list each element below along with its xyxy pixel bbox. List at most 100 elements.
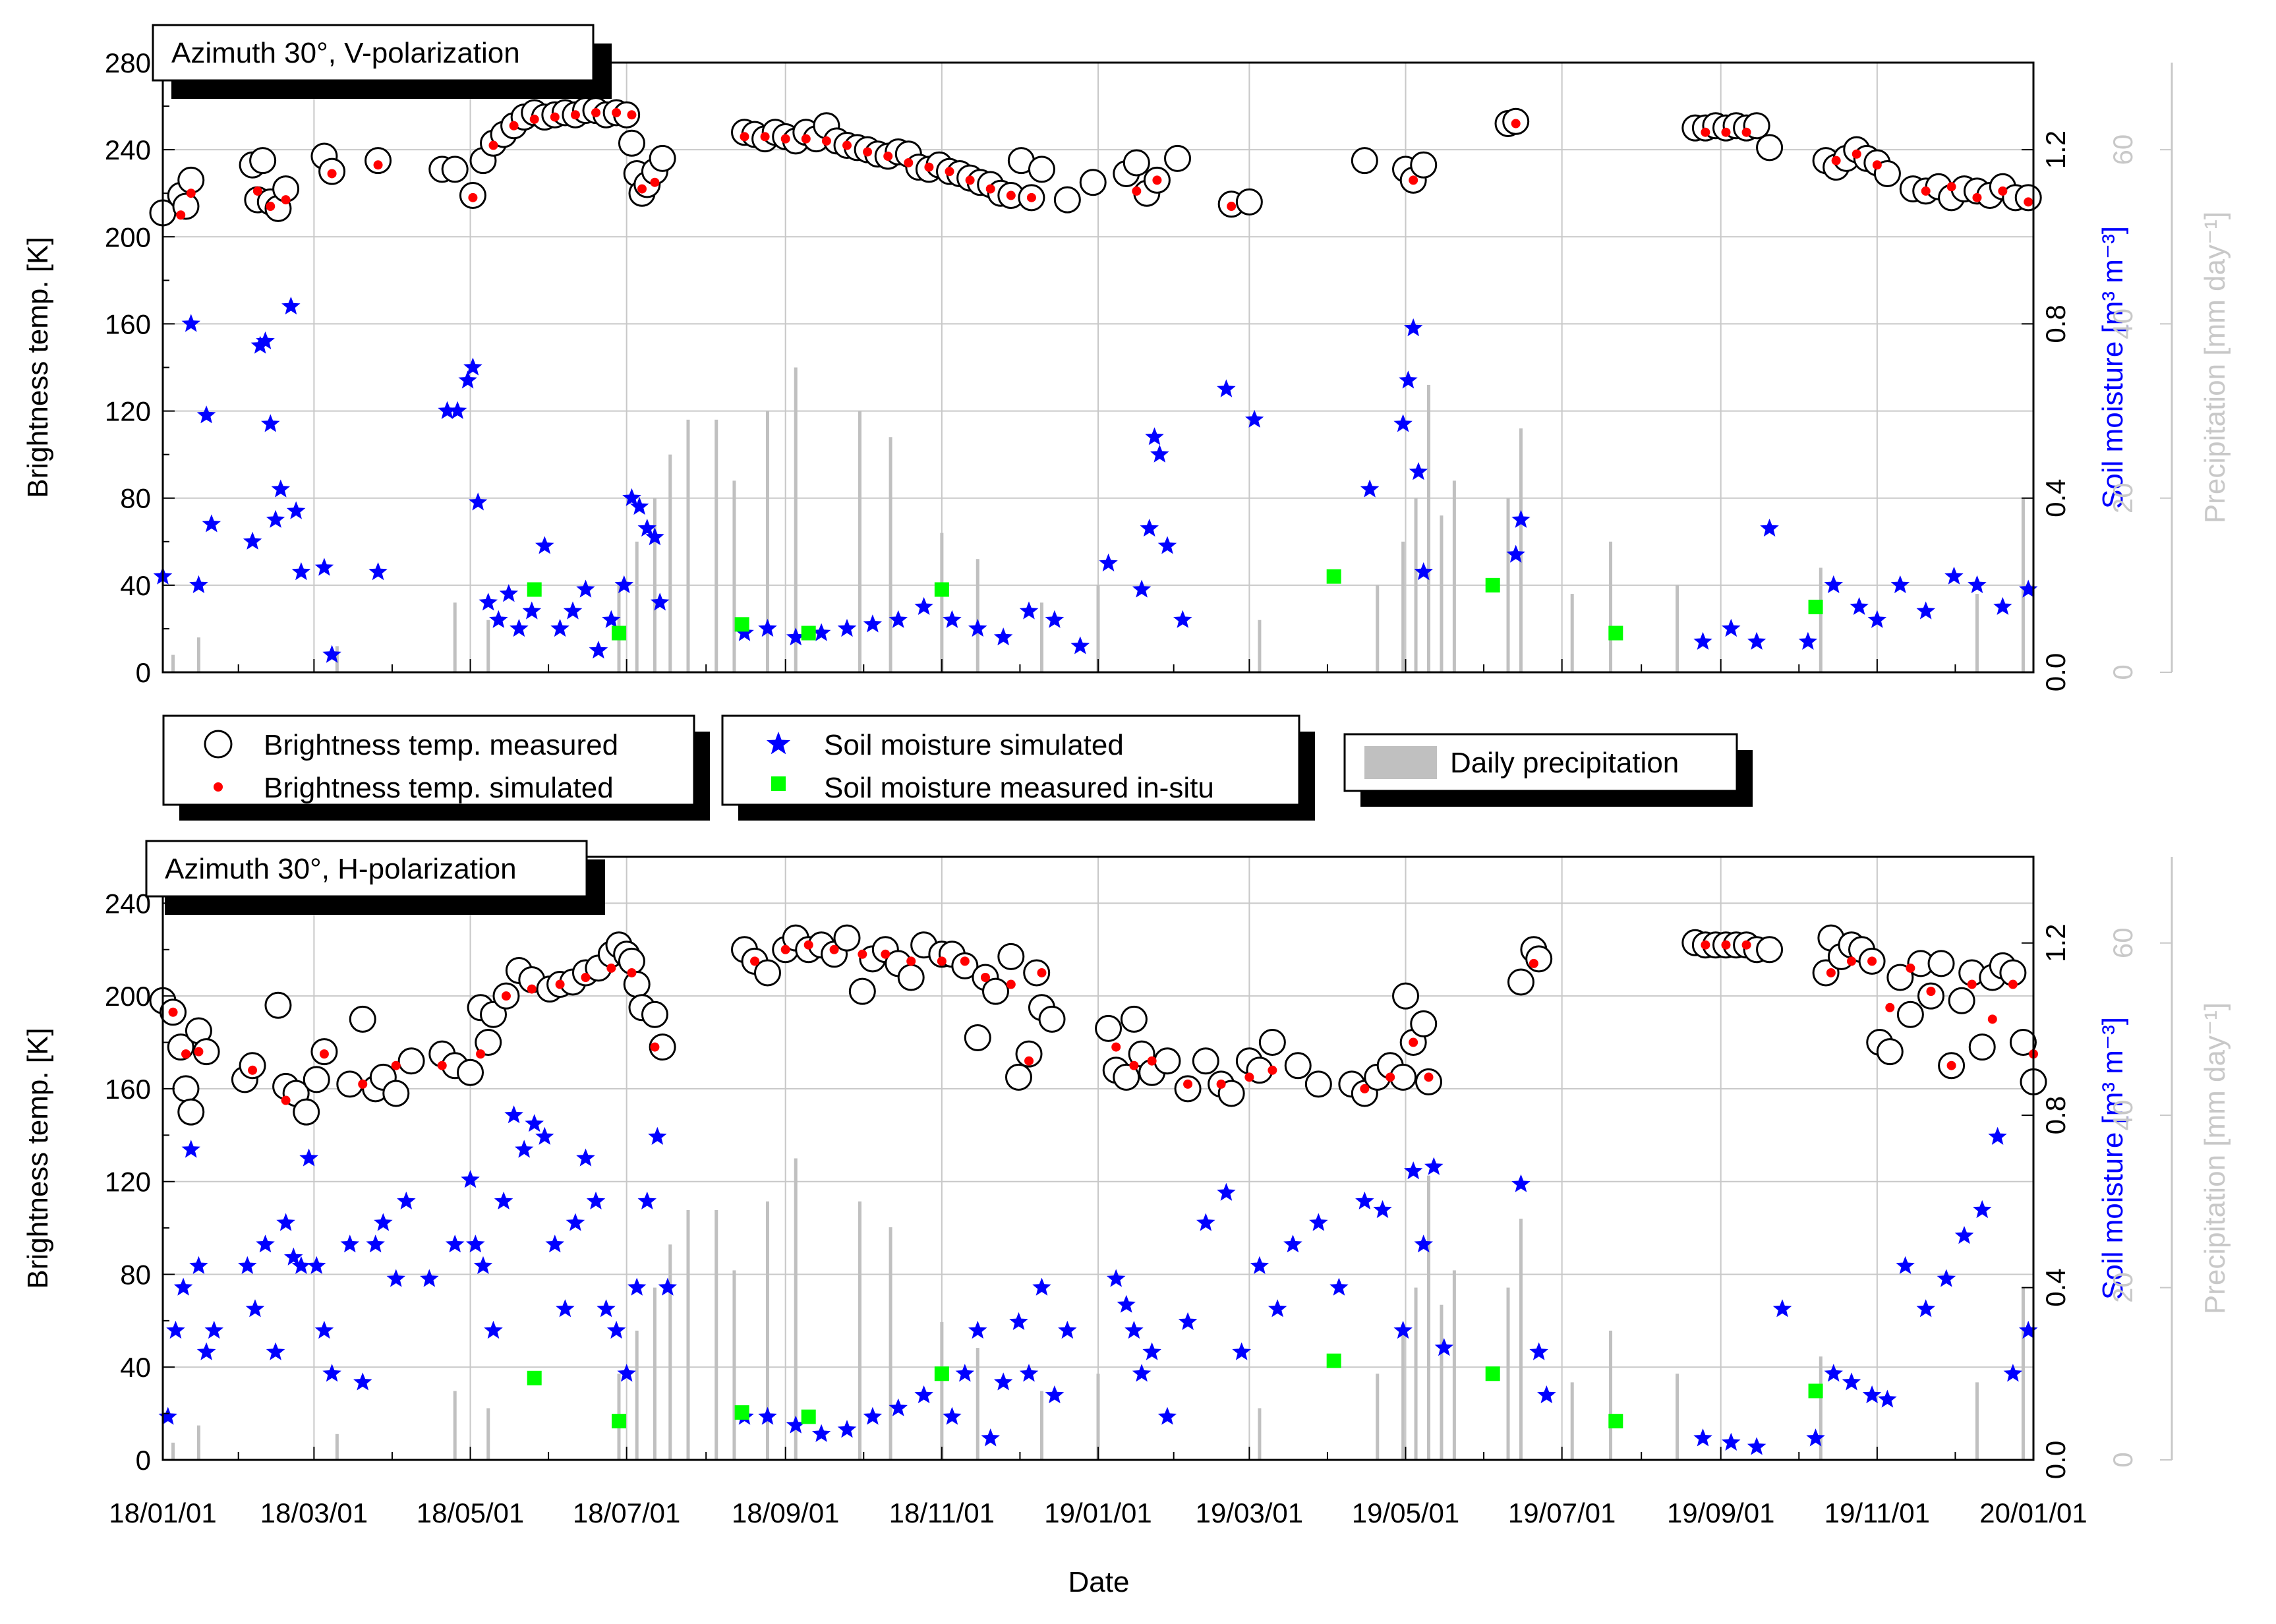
precip-bar — [1414, 498, 1418, 672]
legend-marker-sm-simulated — [766, 732, 791, 755]
bt-simulated-point — [1037, 968, 1047, 977]
precip-bar — [1506, 498, 1510, 672]
sm-simulated-point — [420, 1269, 439, 1287]
sm-simulated-point — [1867, 610, 1887, 628]
bt-simulated-point — [555, 979, 565, 989]
bt-simulated-point — [1409, 1037, 1418, 1047]
y-tick-label: 160 — [105, 308, 151, 339]
precip-bar — [1819, 1356, 1823, 1460]
y-axis-left: 0 40 80 120 160 200 240 Brightness temp. [K] — [22, 888, 175, 1476]
sm-simulated-point — [1355, 1191, 1374, 1209]
bt-measured-point — [1005, 1063, 1032, 1091]
precip-bar — [1258, 620, 1262, 672]
sm-simulated-point — [261, 414, 280, 432]
bt-measured-point — [1756, 134, 1784, 161]
y3-tick-label: 20 — [2107, 1272, 2138, 1303]
precip-bar — [715, 419, 718, 672]
sm-simulated-point — [563, 601, 583, 620]
sm-simulated-point — [1968, 575, 1987, 593]
bt-measured-point — [1304, 1070, 1332, 1098]
bt-simulated-point — [2024, 197, 2033, 207]
y-axis-soil-moisture: 0.0 0.4 0.8 1.2 Soil moisture [m³ m⁻³] — [2022, 130, 2129, 691]
precip-bar — [1609, 1330, 1613, 1460]
sm-simulated-point — [466, 1234, 485, 1253]
bt-measured-point — [1153, 1047, 1181, 1075]
sm-simulated-point — [504, 1105, 523, 1124]
sm-simulated-point — [1916, 601, 1935, 620]
sm-simulated-point — [645, 527, 664, 546]
sm-simulated-point — [1798, 631, 1818, 650]
sm-simulated-point — [461, 1170, 480, 1188]
sm-simulated-point — [1824, 1364, 1843, 1382]
bt-simulated-point — [937, 956, 947, 966]
bt-simulated-point — [760, 132, 770, 142]
sm-simulated-point — [811, 623, 831, 641]
bt-measured-point — [1015, 1040, 1043, 1068]
y2-tick-label: 0.8 — [2040, 1096, 2071, 1134]
bt-simulated-point — [612, 107, 622, 117]
y-axis-title-left: Brightness temp. [K] — [22, 237, 54, 498]
sm-simulated-point — [1360, 479, 1380, 498]
bt-simulated-point — [740, 132, 749, 142]
precip-bar — [1440, 515, 1444, 672]
precip-bar — [732, 480, 736, 672]
precip-bar — [1519, 428, 1523, 672]
sm-simulated-point — [250, 335, 270, 354]
precip-bar — [765, 411, 769, 672]
precip-bar — [1609, 541, 1613, 672]
bt-measured-point — [951, 952, 979, 979]
bt-simulated-point — [637, 184, 647, 194]
legend-label-sm-insitu: Soil moisture measured in-situ — [824, 772, 1214, 804]
sm-simulated-point — [1117, 1294, 1136, 1313]
x-tick-label: 19/09/01 — [1667, 1497, 1775, 1528]
bt-simulated-point — [1906, 963, 1915, 973]
sm-simulated-point — [291, 562, 311, 581]
sm-simulated-point — [576, 1148, 595, 1167]
sm-simulated-point — [494, 1191, 513, 1209]
bt-simulated-point — [1183, 1079, 1193, 1089]
sm-simulated-point — [499, 584, 519, 602]
bt-measured-point — [1410, 1010, 1438, 1037]
sm-simulated-point — [243, 531, 262, 550]
y-tick-label: 120 — [105, 396, 151, 427]
sm-simulated-point — [1106, 1269, 1126, 1287]
bt-simulated-point — [468, 192, 478, 202]
bt-simulated-point — [527, 984, 537, 994]
bt-simulated-point — [1846, 956, 1856, 966]
sm-simulated-point — [353, 1372, 372, 1391]
sm-simulated-point — [1954, 1226, 1974, 1244]
precip-bar — [765, 1201, 769, 1460]
sm-simulated-point — [368, 562, 388, 581]
y3-tick-label: 60 — [2107, 134, 2138, 165]
precip-bar — [715, 1209, 718, 1460]
sm-simulated-point — [314, 1320, 334, 1339]
sm-simulated-point — [535, 1126, 554, 1145]
precip-bar — [889, 1227, 892, 1460]
bt-measured-point — [1415, 1068, 1443, 1095]
bt-simulated-point — [1111, 1042, 1121, 1052]
bt-simulated-point — [327, 169, 337, 179]
sm-simulated-point — [914, 596, 933, 615]
bt-simulated-point — [904, 158, 914, 167]
bt-measured-point — [1120, 1005, 1148, 1033]
bt-simulated-point — [1946, 1060, 1956, 1070]
bt-simulated-point — [570, 110, 580, 120]
bt-measured-point — [618, 129, 645, 157]
bt-measured-point — [1351, 147, 1378, 175]
sm-simulated-point — [1142, 1342, 1161, 1360]
bt-simulated-point — [906, 956, 916, 966]
bt-simulated-point — [1701, 127, 1710, 137]
series-bt-simulated — [176, 107, 2033, 220]
precip-bar — [335, 1434, 339, 1460]
legend-label-precip: Daily precipitation — [1450, 747, 1679, 779]
sm-simulated-point — [1916, 1299, 1935, 1318]
bt-measured-point — [753, 959, 781, 987]
sm-insitu-point — [734, 1405, 749, 1420]
bt-simulated-point — [550, 112, 560, 122]
bt-simulated-point — [1268, 1065, 1277, 1075]
sm-simulated-point — [1157, 536, 1177, 554]
sm-simulated-point — [629, 496, 649, 515]
sm-simulated-point — [993, 627, 1013, 646]
x-tick-label: 19/01/01 — [1044, 1497, 1152, 1528]
